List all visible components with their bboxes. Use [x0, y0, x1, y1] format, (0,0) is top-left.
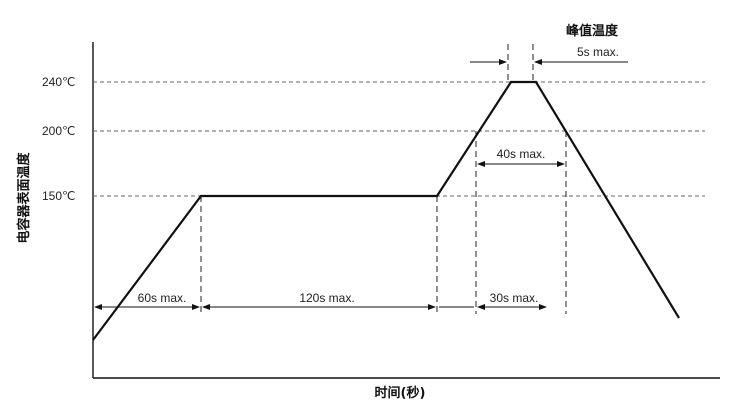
- peak-temperature-title: 峰值温度: [566, 23, 619, 39]
- dim-ramp-to-peak-label: 30s max.: [490, 291, 539, 305]
- level-label-240: 240℃: [42, 75, 76, 89]
- x-axis-title: 时间(秒): [375, 385, 426, 401]
- dim-ramp-up-label: 60s max.: [138, 291, 187, 305]
- temperature-profile-curve: [92, 80, 680, 341]
- dim-preheat-label: 120s max.: [299, 291, 354, 305]
- dim-peak-label: 5s max.: [577, 45, 619, 59]
- dim-above-200-label: 40s max.: [497, 147, 546, 161]
- level-label-200: 200℃: [42, 124, 76, 138]
- level-label-150: 150℃: [42, 189, 76, 203]
- y-axis-title: 电容器表面温度: [16, 152, 32, 244]
